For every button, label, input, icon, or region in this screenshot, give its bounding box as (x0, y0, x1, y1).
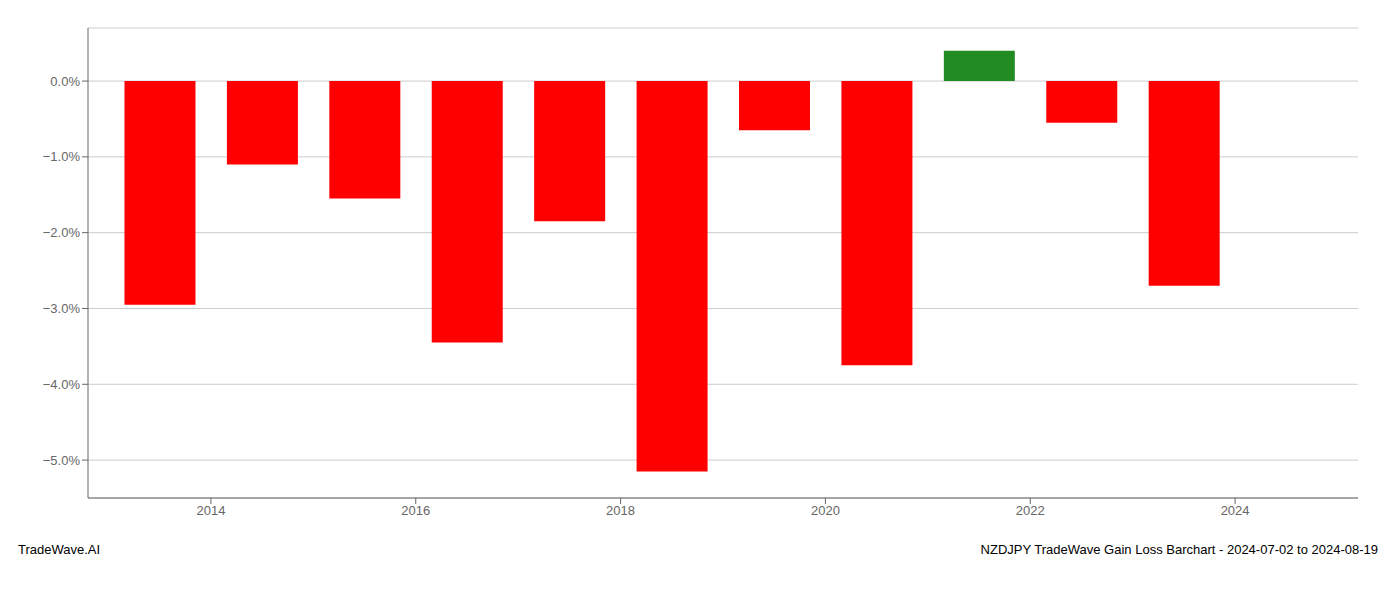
svg-text:2022: 2022 (1016, 503, 1045, 518)
svg-text:−3.0%: −3.0% (43, 301, 81, 316)
svg-text:2020: 2020 (811, 503, 840, 518)
svg-text:2016: 2016 (401, 503, 430, 518)
svg-text:2024: 2024 (1221, 503, 1250, 518)
html-text:NZDJPY TradeWave Gain Loss Bar: NZDJPY TradeWave Gain Loss Barchart - 20… (980, 542, 1378, 557)
svg-text:−1.0%: −1.0% (43, 149, 81, 164)
svg-text:0.0%: 0.0% (50, 74, 80, 89)
svg-text:−5.0%: −5.0% (43, 453, 81, 468)
svg-text:−4.0%: −4.0% (43, 377, 81, 392)
svg-text:−2.0%: −2.0% (43, 225, 81, 240)
svg-text:2018: 2018 (606, 503, 635, 518)
svg-text:2014: 2014 (196, 503, 225, 518)
html-text:TradeWave.AI: TradeWave.AI (18, 542, 101, 557)
